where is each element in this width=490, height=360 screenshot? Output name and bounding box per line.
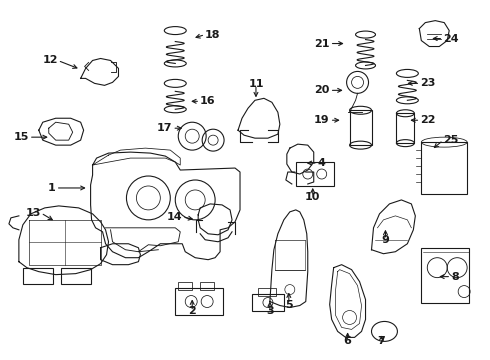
- Text: 14: 14: [167, 212, 182, 222]
- Bar: [61, 268, 91, 284]
- Bar: [349, 110, 371, 145]
- Text: 15: 15: [13, 132, 29, 142]
- Text: 11: 11: [248, 79, 264, 89]
- Text: 1: 1: [48, 183, 56, 193]
- Text: 8: 8: [451, 272, 459, 282]
- Text: 4: 4: [318, 158, 325, 168]
- Text: 24: 24: [443, 33, 459, 44]
- Bar: [200, 282, 214, 289]
- Text: 12: 12: [42, 55, 58, 66]
- Text: 25: 25: [443, 135, 459, 145]
- Text: 7: 7: [378, 336, 385, 346]
- Bar: [23, 268, 53, 284]
- Text: 21: 21: [314, 39, 330, 49]
- Text: 20: 20: [314, 85, 330, 95]
- Text: 9: 9: [382, 235, 390, 245]
- Text: 22: 22: [420, 115, 436, 125]
- Text: 10: 10: [305, 192, 320, 202]
- Text: 19: 19: [314, 115, 330, 125]
- Bar: [178, 282, 192, 289]
- Bar: [175, 288, 223, 315]
- Text: 6: 6: [343, 336, 351, 346]
- Bar: [258, 288, 276, 296]
- Bar: [252, 293, 284, 311]
- Bar: [396, 113, 415, 143]
- Text: 17: 17: [157, 123, 172, 133]
- Text: 5: 5: [285, 300, 293, 310]
- Text: 18: 18: [205, 30, 221, 40]
- Text: 16: 16: [200, 96, 216, 106]
- Bar: [296, 162, 334, 186]
- Text: 23: 23: [420, 78, 436, 88]
- Bar: [421, 142, 467, 194]
- Text: 3: 3: [266, 306, 274, 316]
- Bar: [421, 248, 469, 302]
- Text: 2: 2: [188, 306, 196, 316]
- Text: 13: 13: [25, 208, 41, 218]
